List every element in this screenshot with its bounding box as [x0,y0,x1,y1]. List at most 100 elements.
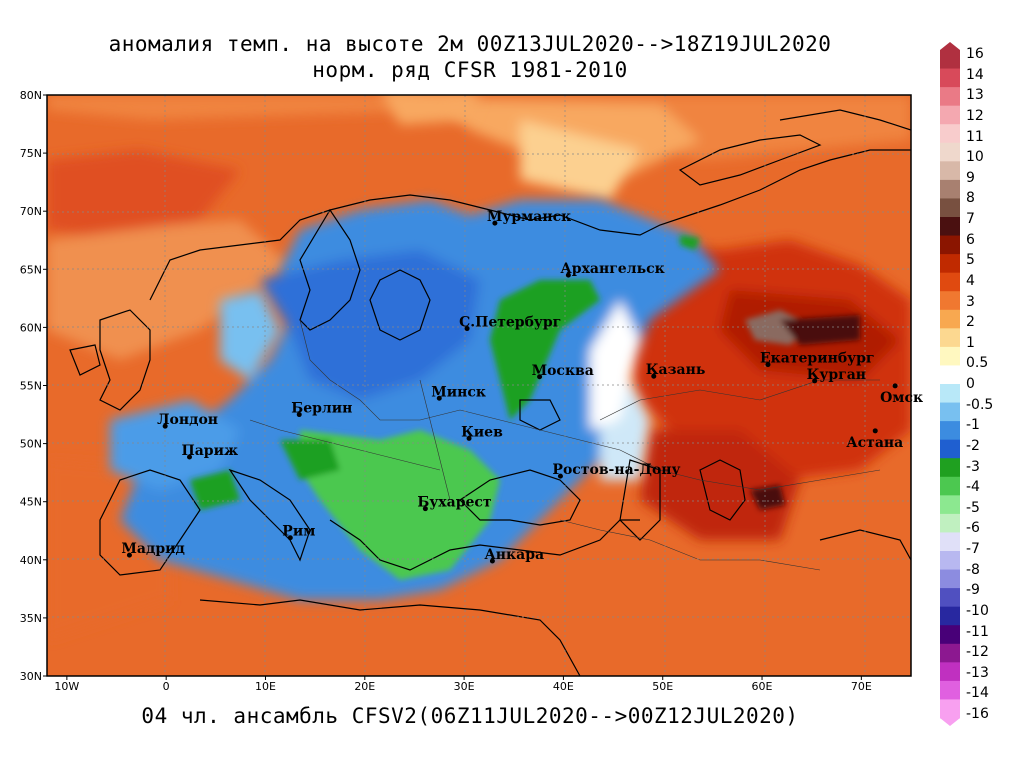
colorbar [940,42,960,726]
colorbar-swatch [940,346,960,366]
colorbar-label: 13 [966,87,984,104]
colorbar-swatch [940,699,960,719]
colorbar-label: -2 [966,437,980,454]
city-marker [162,423,168,429]
x-tick-label: 40E [553,680,574,693]
colorbar-label: -7 [966,541,980,557]
colorbar-swatch [940,680,960,700]
colorbar-label: -0.5 [966,396,994,413]
anomaly-field [47,95,911,676]
colorbar-swatch [940,328,960,348]
x-tick-label: 50E [652,680,673,693]
city-marker [296,412,302,418]
colorbar-swatch [940,142,960,162]
colorbar-label: -1 [966,417,980,434]
x-tick-label: 10W [54,680,79,693]
colorbar-swatch [940,625,960,645]
y-tick-label: 70N [20,205,42,218]
y-tick-label: 55N [20,380,42,393]
colorbar-bottom-arrow [940,718,960,726]
colorbar-swatch [940,254,960,274]
colorbar-label: -3 [966,458,980,475]
colorbar-label: -13 [966,664,989,681]
colorbar-label: 5 [966,252,975,269]
x-tick-label: 30E [454,680,475,693]
city-marker [765,362,771,368]
y-tick-label: 45N [20,496,42,509]
graticule [47,95,911,676]
city-marker [651,373,657,379]
colorbar-label: 14 [966,66,984,83]
city-marker [436,395,442,401]
city-label: Мурманск [487,209,571,225]
colorbar-label: 9 [966,169,975,186]
colorbar-label: 2 [966,314,975,331]
colorbar-swatch [940,532,960,552]
city-marker [557,473,563,479]
colorbar-swatch [940,643,960,663]
city-label: Анкара [484,547,544,563]
colorbar-label: 16 [966,46,984,62]
y-tick-label: 80N [20,89,42,102]
colorbar-label: -10 [966,602,989,619]
colorbar-swatch [940,551,960,571]
city-label: Казань [646,362,706,378]
x-tick-label: 10E [255,680,276,693]
city-label: Астана [846,435,903,451]
footer-caption: 04 чл. ансамбль CFSV2(06Z11JUL2020-->00Z… [141,704,799,728]
colorbar-label: -4 [966,479,980,496]
x-tick-label: 20E [354,680,375,693]
colorbar-label: 0 [966,376,975,392]
coastlines [69,109,911,676]
city-label: Мадрид [121,541,184,557]
colorbar-label: -6 [966,520,980,537]
y-tick-label: 65N [20,263,42,276]
city-marker [187,454,193,460]
colorbar-label: 12 [966,107,984,124]
city-marker [287,535,293,541]
city-label: Минск [431,384,486,400]
colorbar-swatch [940,384,960,404]
city-marker [892,383,898,389]
colorbar-swatch [940,291,960,311]
colorbar-swatch [940,662,960,682]
y-tick-label: 60N [20,321,42,334]
colorbar-swatch [940,569,960,589]
city-label: Киев [461,424,503,440]
colorbar-swatch [940,495,960,515]
colorbar-label: -12 [966,644,989,661]
city-label: Архангельск [560,261,664,277]
colorbar-label: 11 [966,128,984,145]
colorbar-swatch [940,476,960,496]
colorbar-swatch [940,588,960,608]
colorbar-label: 1 [966,334,975,351]
colorbar-label: -11 [966,623,989,640]
colorbar-swatch [940,124,960,144]
y-tick-label: 50N [20,438,42,451]
city-marker [565,272,571,278]
colorbar-swatch [940,87,960,107]
city-marker [489,558,495,564]
city-marker [466,435,472,441]
colorbar-label: -8 [966,561,980,578]
colorbar-label: 3 [966,293,975,310]
x-tick-label: 60E [752,680,773,693]
colorbar-swatch [940,161,960,181]
colorbar-swatch [940,272,960,292]
borders [249,319,881,571]
colorbar-label: -9 [966,582,980,599]
y-tick-label: 75N [20,147,42,160]
city-marker [464,326,470,332]
colorbar-swatch [940,68,960,88]
city-label: Бухарест [417,495,492,511]
colorbar-swatch [940,421,960,441]
city-label: Екатеринбург [760,351,875,367]
city-label: Лондон [157,412,218,428]
x-tick-label: 0 [163,680,170,693]
city-marker [812,378,818,384]
colorbar-swatch [940,513,960,533]
city-label: С.Петербург [459,315,561,331]
city-label: Москва [532,363,594,379]
colorbar-swatch [940,105,960,125]
